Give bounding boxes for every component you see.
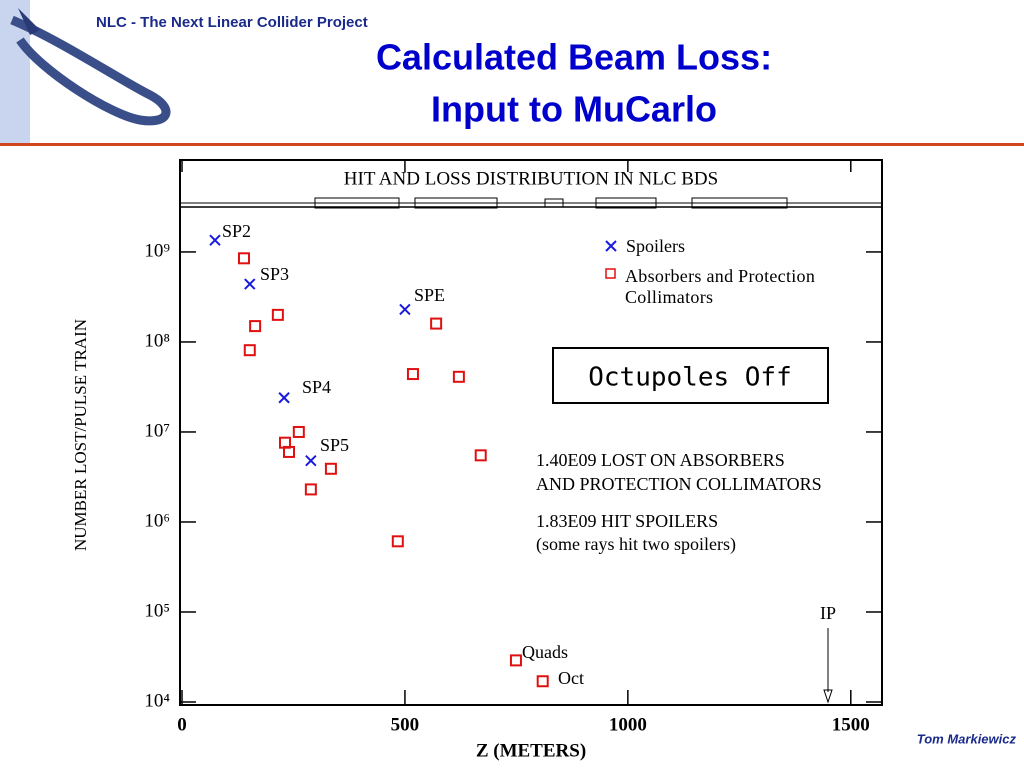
logo [10,15,171,126]
annotation: IP [820,603,836,623]
absorber-marker [324,462,337,475]
annotation-box [552,347,829,404]
plot-title: HIT AND LOSS DISTRIBUTION IN NLC BDS [344,168,718,189]
annotation: Quads [522,642,568,662]
absorber-marker [509,654,522,667]
plot: HIT AND LOSS DISTRIBUTION IN NLC BDS NUM… [71,159,883,761]
annotation: SP4 [302,377,331,397]
spoiler-marker [244,278,256,290]
x-tick-label: 0 [177,714,187,735]
annotation: Octupoles Off [588,363,792,393]
header-rule [0,143,1024,146]
absorber-marker [304,483,317,496]
annotation: 1.40E09 LOST ON ABSORBERS [536,450,785,470]
slide-title: Input to MuCarlo [431,89,717,130]
spoiler-marker [305,454,317,467]
y-tick-label: 10⁸ [144,330,170,351]
annotation: AND PROTECTION COLLIMATORS [536,474,822,494]
legend-marker [605,240,617,252]
y-axis-label: NUMBER LOST/PULSE TRAIN [71,319,90,551]
annotation: SP2 [222,221,251,241]
spoiler-marker [278,392,290,404]
absorber-marker [271,308,284,321]
annotation: (some rays hit two spoilers) [536,534,736,555]
ip-arrowhead [823,689,833,704]
footer: Tom Markiewicz [917,731,1017,746]
x-tick-label: 1500 [832,714,870,735]
logo-mark [18,8,40,35]
absorber-marker [292,425,305,438]
y-tick-label: 10⁹ [144,240,170,261]
absorber-marker [406,368,419,381]
absorber-marker [536,675,549,688]
annotation: SP5 [320,435,349,455]
legend-marker [605,268,616,279]
absorber-marker [391,535,404,548]
spoiler-marker [209,234,221,246]
beamline-elements [314,197,788,209]
x-tick-label: 1000 [609,714,647,735]
plot-frame [179,159,883,706]
annotation: SP3 [260,264,289,284]
y-tick-label: 10⁶ [144,510,170,531]
slide-title: Calculated Beam Loss: [376,37,772,78]
absorber-marker [430,317,443,330]
absorber-marker [243,344,256,357]
absorber-marker [474,449,487,462]
y-tick-label: 10⁷ [144,420,170,441]
x-tick-label: 500 [391,714,420,735]
y-tick-label: 10⁴ [144,690,170,711]
absorber-marker [452,370,465,383]
annotation: Oct [558,668,584,688]
spoiler-marker [399,303,411,316]
absorber-marker [249,320,262,333]
annotation: SPE [414,285,445,305]
legend-label: Absorbers and Protection Collimators [625,266,816,307]
annotation: 1.83E09 HIT SPOILERS [536,511,718,531]
legend-label: Spoilers [626,236,685,256]
absorber-marker [237,252,250,265]
y-tick-label: 10⁵ [144,600,170,621]
absorber-marker [283,445,296,458]
x-axis-label: Z (METERS) [476,740,586,761]
slide-header: NLC - The Next Linear Collider Project [96,14,368,31]
